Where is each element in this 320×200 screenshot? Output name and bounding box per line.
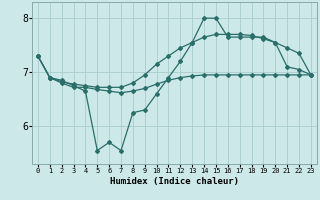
X-axis label: Humidex (Indice chaleur): Humidex (Indice chaleur) <box>110 177 239 186</box>
